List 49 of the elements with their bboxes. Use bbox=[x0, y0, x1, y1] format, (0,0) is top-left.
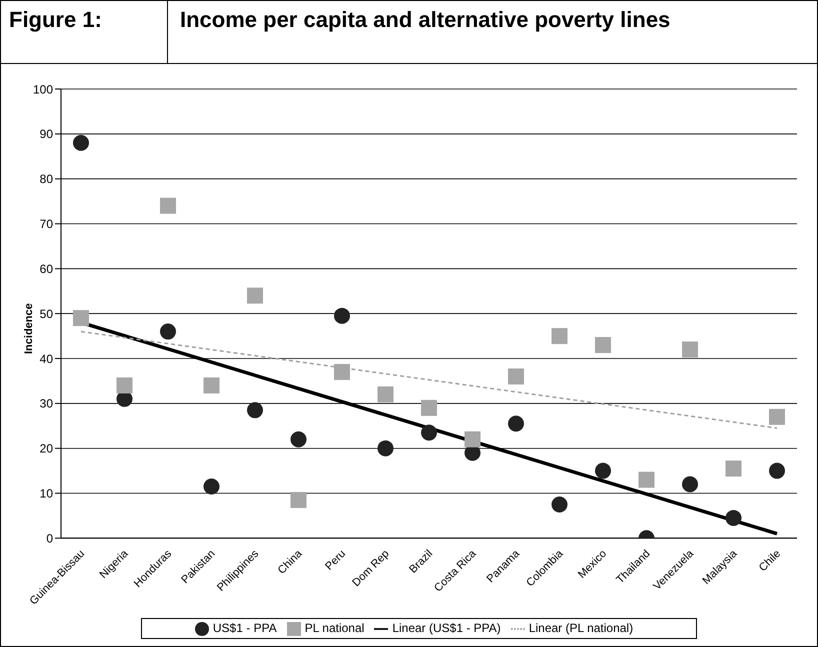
point bbox=[552, 328, 568, 344]
y-axis-title: Incidence bbox=[23, 303, 35, 354]
y-tick-label: 90 bbox=[40, 127, 54, 142]
y-tick-label: 80 bbox=[40, 172, 54, 186]
point bbox=[508, 368, 524, 384]
point bbox=[290, 431, 306, 448]
point bbox=[638, 472, 654, 488]
y-tick-label: 100 bbox=[32, 82, 54, 96]
point bbox=[160, 198, 176, 214]
point bbox=[508, 416, 524, 432]
point bbox=[464, 431, 480, 448]
point bbox=[769, 462, 785, 479]
legend-label: Linear (PL national) bbox=[528, 621, 634, 636]
y-tick-label: 50 bbox=[40, 306, 54, 321]
point bbox=[73, 134, 89, 151]
y-tick-label: 0 bbox=[46, 531, 54, 546]
point bbox=[726, 510, 742, 526]
point bbox=[160, 324, 176, 340]
point bbox=[204, 478, 220, 495]
point bbox=[682, 342, 698, 358]
point bbox=[595, 462, 611, 479]
point bbox=[421, 400, 437, 416]
legend-label: Linear (US$1 - PPA) bbox=[392, 621, 501, 636]
legend-label: US$1 - PPA bbox=[212, 621, 277, 636]
y-tick-label: 30 bbox=[40, 396, 54, 411]
y-tick-label: 70 bbox=[40, 217, 54, 232]
point bbox=[595, 337, 611, 354]
point bbox=[247, 288, 263, 304]
point bbox=[247, 402, 263, 418]
point bbox=[378, 440, 394, 456]
point bbox=[204, 377, 220, 394]
y-tick-label: 60 bbox=[40, 262, 54, 276]
point bbox=[290, 492, 306, 508]
caption: Figure 1: bbox=[1, 1, 168, 63]
point bbox=[334, 308, 350, 324]
point bbox=[682, 476, 698, 492]
y-tick-label: 40 bbox=[40, 352, 54, 366]
y-tick-label: 10 bbox=[40, 486, 54, 501]
point bbox=[378, 386, 394, 402]
point bbox=[552, 496, 568, 512]
point bbox=[421, 424, 437, 441]
point bbox=[726, 460, 742, 477]
point bbox=[116, 377, 132, 394]
chart-title: Income per capita and alternative poverty lines bbox=[180, 7, 670, 33]
legend-label: PL national bbox=[304, 621, 364, 636]
point bbox=[769, 408, 785, 425]
y-tick-label: 20 bbox=[40, 442, 54, 456]
point bbox=[73, 310, 89, 326]
point bbox=[334, 364, 350, 380]
